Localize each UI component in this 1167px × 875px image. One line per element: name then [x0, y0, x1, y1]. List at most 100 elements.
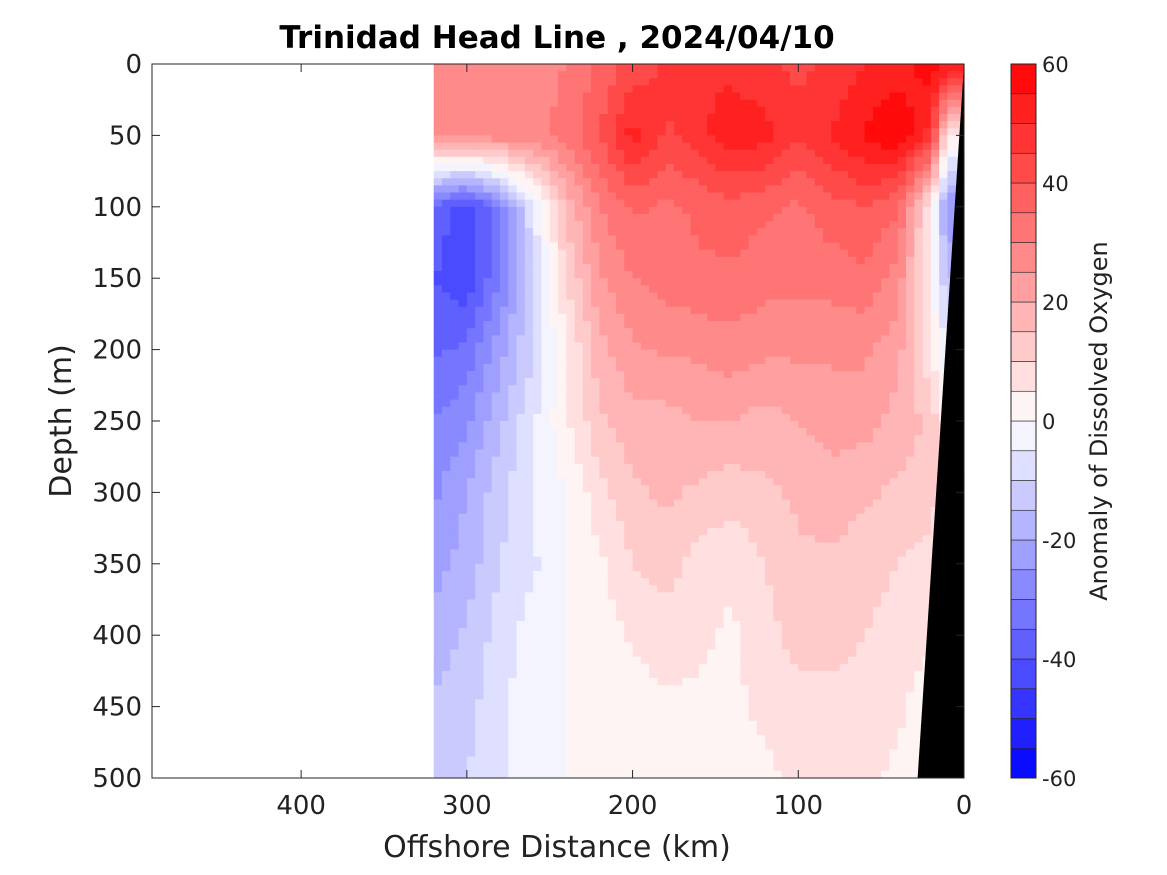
heat-cell: [491, 421, 501, 429]
heat-cell: [674, 485, 683, 493]
heat-cell: [756, 64, 766, 72]
heat-cell: [524, 242, 534, 251]
heat-cell: [616, 178, 625, 186]
heat-cell: [582, 620, 592, 629]
heat-cell: [599, 85, 609, 94]
heat-cell: [798, 528, 808, 536]
heat-cell: [715, 235, 725, 244]
heat-cell: [649, 64, 659, 72]
heat-cell: [616, 313, 625, 322]
heat-cell: [740, 542, 750, 551]
heat-cell: [732, 513, 741, 522]
heat-cell: [558, 663, 567, 672]
heat-cell: [748, 613, 758, 622]
heat-cell: [549, 113, 559, 122]
heat-cell: [674, 570, 683, 579]
heat-cell: [500, 128, 509, 136]
heat-cell: [723, 606, 733, 615]
heat-cell: [524, 342, 534, 351]
heat-cell: [690, 578, 700, 586]
heat-cell: [516, 413, 526, 422]
heat-cell: [483, 406, 493, 415]
heat-cell: [632, 642, 642, 651]
heat-cell: [524, 78, 534, 87]
heat-cell: [839, 506, 849, 515]
heat-cell: [798, 149, 808, 158]
heat-cell: [450, 363, 460, 372]
heat-cell: [582, 670, 592, 679]
heat-cell: [765, 178, 775, 186]
heat-cell: [516, 635, 526, 643]
heat-cell: [640, 535, 650, 543]
heat-cell: [541, 728, 551, 736]
heat-cell: [483, 135, 493, 144]
heat-cell: [574, 599, 584, 608]
heat-cell: [475, 763, 485, 772]
heat-cell: [624, 692, 634, 701]
heat-cell: [649, 642, 659, 651]
heat-cell: [748, 728, 758, 736]
heat-cell: [500, 763, 509, 772]
heat-cell: [533, 478, 543, 486]
heat-cell: [665, 549, 675, 558]
heat-cell: [839, 256, 849, 265]
heat-cell: [698, 642, 708, 651]
heat-cell: [798, 321, 808, 329]
heat-cell: [723, 699, 733, 708]
heat-cell: [748, 506, 758, 515]
heat-cell: [500, 499, 509, 508]
heat-cell: [765, 606, 775, 615]
heat-cell: [781, 299, 791, 308]
heat-cell: [632, 228, 642, 236]
heat-cell: [798, 563, 808, 572]
heat-cell: [740, 556, 750, 565]
heat-cell: [682, 64, 692, 72]
heat-cell: [558, 163, 567, 172]
heat-cell: [599, 135, 609, 144]
heat-cell: [715, 228, 725, 236]
heat-cell: [665, 185, 675, 194]
heat-cell: [781, 463, 791, 472]
heat-cell: [475, 770, 485, 779]
heat-cell: [607, 492, 617, 501]
heat-cell: [549, 535, 559, 543]
heat-cell: [508, 442, 518, 451]
heat-cell: [508, 649, 518, 658]
heat-cell: [806, 649, 816, 658]
heat-cell: [500, 506, 509, 515]
heat-cell: [748, 570, 758, 579]
heat-cell: [723, 442, 733, 451]
heat-cell: [591, 413, 601, 422]
heat-cell: [516, 85, 526, 94]
heat-cell: [756, 678, 766, 686]
heat-cell: [541, 363, 551, 372]
heat-cell: [574, 263, 584, 272]
heat-cell: [574, 742, 584, 751]
heat-cell: [442, 499, 451, 508]
heat-cell: [781, 178, 791, 186]
heat-cell: [566, 592, 576, 601]
heat-cell: [756, 178, 766, 186]
heat-cell: [839, 649, 849, 658]
heat-cell: [649, 71, 659, 79]
heat-cell: [723, 435, 733, 444]
heat-cell: [707, 64, 717, 72]
heat-cell: [831, 242, 841, 251]
heat-cell: [442, 292, 451, 301]
heat-cell: [483, 435, 493, 444]
heat-cell: [649, 121, 659, 129]
heat-cell: [491, 135, 501, 144]
heat-cell: [806, 413, 816, 422]
heat-cell: [516, 113, 526, 122]
heat-cell: [574, 570, 584, 579]
heat-cell: [765, 171, 775, 179]
heat-cell: [690, 492, 700, 501]
heat-cell: [665, 735, 675, 743]
heat-cell: [682, 506, 692, 515]
heat-cell: [839, 728, 849, 736]
heat-cell: [582, 199, 592, 208]
heat-cell: [690, 342, 700, 351]
heat-cell: [831, 492, 841, 501]
heat-cell: [558, 556, 567, 565]
heat-cell: [475, 656, 485, 665]
